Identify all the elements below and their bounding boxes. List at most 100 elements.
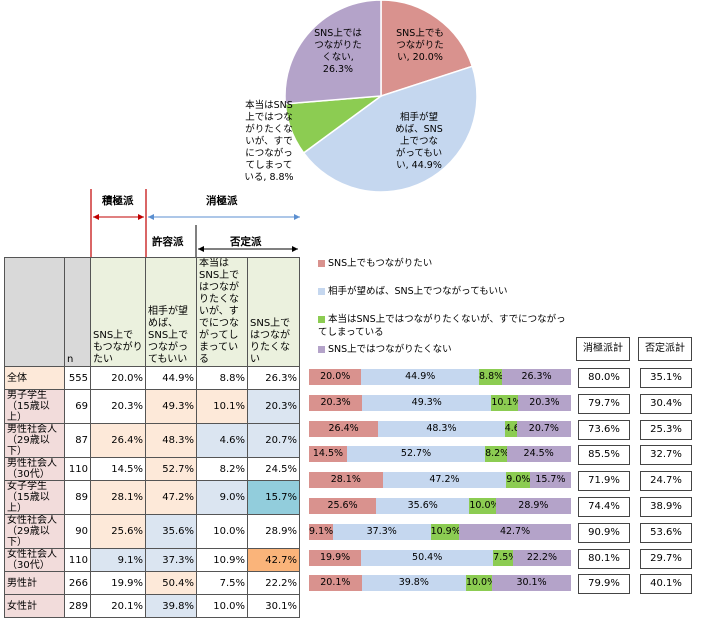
bar-segment: 30.1% — [492, 575, 571, 592]
bar-segment: 28.1% — [309, 472, 383, 489]
header-col1: SNS上でもつながりたい — [90, 257, 146, 367]
table-row: 全体 555 20.0% 44.9% 8.8% 26.3% — [4, 366, 300, 390]
summary-header-hitei: 否定派計 — [638, 337, 692, 361]
bar-segment: 8.2% — [485, 446, 509, 463]
row-value-2: 39.8% — [145, 594, 197, 618]
header-n: n — [64, 257, 91, 367]
bar-segment: 20.7% — [516, 420, 571, 437]
summary-header-shokyoku: 消極派計 — [576, 337, 630, 361]
bar-segment: 47.2% — [382, 472, 507, 489]
row-value-3: 10.0% — [196, 514, 248, 549]
row-value-1: 26.4% — [90, 423, 146, 458]
summary-hitei-value: 40.1% — [640, 574, 692, 595]
row-n: 555 — [64, 366, 91, 390]
row-value-3: 10.0% — [196, 594, 248, 618]
group-hitei: 否定派 — [230, 236, 262, 248]
row-n: 90 — [64, 514, 91, 549]
row-value-3: 9.0% — [196, 480, 248, 515]
group-brackets — [90, 189, 300, 257]
bar-segment: 10.0% — [465, 575, 496, 592]
row-value-3: 10.9% — [196, 548, 248, 572]
row-n: 289 — [64, 594, 91, 618]
row-value-2: 35.6% — [145, 514, 197, 549]
data-table: n SNS上でもつながりたい 相手が望めば、SNS上でつながってもいい 本当はS… — [4, 257, 300, 618]
table-row: 男性計 266 19.9% 50.4% 7.5% 22.2% — [4, 571, 300, 595]
summary-shokyoku-value: 79.9% — [578, 574, 630, 595]
summary-hitei-value: 32.7% — [640, 445, 692, 466]
legend-item-1: SNS上でもつながりたい — [318, 257, 432, 270]
bar-segment: 52.7% — [346, 446, 486, 463]
row-value-1: 28.1% — [90, 480, 146, 515]
row-value-1: 19.9% — [90, 571, 146, 595]
table-row: 女性社会人（29歳以下） 90 25.6% 35.6% 10.0% 28.9% — [4, 514, 300, 549]
summary-hitei-value: 30.4% — [640, 393, 692, 414]
row-n: 110 — [64, 457, 91, 481]
row-n: 89 — [64, 480, 91, 515]
bar-segment: 20.3% — [309, 394, 363, 411]
row-value-1: 20.0% — [90, 366, 146, 390]
bar-segment: 20.1% — [309, 575, 362, 592]
bar-segment: 44.9% — [361, 369, 480, 385]
summary-hitei-value: 25.3% — [640, 419, 692, 440]
row-value-3: 8.2% — [196, 457, 248, 481]
pie-chart — [284, 0, 478, 193]
pie-label-3: 本当はSNS 上ではつな がりたくな いが、すで につながっ てしまって いる,… — [244, 100, 294, 183]
row-value-4: 28.9% — [247, 514, 300, 549]
row-value-4: 15.7% — [247, 480, 300, 515]
legend-item-2: 相手が望めば、SNS上でつながってもいい — [318, 285, 508, 298]
pie-slice-4 — [284, 0, 382, 105]
bar-segment: 26.4% — [309, 420, 379, 437]
row-category: 女性社会人（30代） — [4, 548, 65, 572]
bar-segment: 14.5% — [309, 446, 347, 463]
row-value-2: 47.2% — [145, 480, 197, 515]
row-n: 69 — [64, 389, 91, 424]
pie-slice-1 — [380, 0, 474, 98]
bar-segment: 7.5% — [493, 549, 517, 566]
row-value-1: 9.1% — [90, 548, 146, 572]
table-row: 男子学生（15歳以上） 69 20.3% 49.3% 10.1% 20.3% — [4, 389, 300, 424]
row-category: 男子学生（15歳以上） — [4, 389, 65, 424]
group-kyoyo: 許容派 — [152, 236, 184, 248]
header-col4: SNS上ではつながりたくない — [247, 257, 300, 367]
bar-segment: 37.3% — [332, 523, 431, 540]
summary-shokyoku-value: 85.5% — [578, 445, 630, 466]
row-value-4: 20.3% — [247, 389, 300, 424]
summary-shokyoku-value: 80.0% — [578, 368, 630, 388]
pie-slice-2 — [302, 65, 478, 193]
pie-label-4: SNS上では つながりた くない, 26.3% — [314, 28, 362, 75]
summary-hitei-value: 35.1% — [640, 368, 692, 388]
row-value-4: 20.7% — [247, 423, 300, 458]
summary-hitei-value: 53.6% — [640, 522, 692, 543]
row-value-1: 20.3% — [90, 389, 146, 424]
table-row: 男性社会人（30代） 110 14.5% 52.7% 8.2% 24.5% — [4, 457, 300, 481]
row-n: 110 — [64, 548, 91, 572]
summary-hitei-value: 38.9% — [640, 497, 692, 517]
summary-shokyoku-value: 71.9% — [578, 471, 630, 492]
row-category: 女性社会人（29歳以下） — [4, 514, 65, 549]
row-value-3: 8.8% — [196, 366, 248, 390]
bar-segment: 24.5% — [506, 446, 571, 463]
group-sekkyoku: 積極派 — [102, 195, 134, 207]
bar-segment: 35.6% — [376, 498, 470, 514]
row-value-2: 49.3% — [145, 389, 197, 424]
row-value-4: 30.1% — [247, 594, 300, 618]
table-header-row: n SNS上でもつながりたい 相手が望めば、SNS上でつながってもいい 本当はS… — [4, 257, 300, 367]
row-value-4: 22.2% — [247, 571, 300, 595]
bar-segment: 26.3% — [502, 369, 571, 385]
bar-segment: 22.2% — [512, 549, 571, 566]
row-value-1: 14.5% — [90, 457, 146, 481]
row-value-4: 42.7% — [247, 548, 300, 572]
legend-item-4: SNS上ではつながりたくない — [318, 343, 452, 356]
table-row: 女子学生（15歳以上） 89 28.1% 47.2% 9.0% 15.7% — [4, 480, 300, 515]
bar-segment: 10.9% — [430, 523, 461, 540]
row-value-2: 37.3% — [145, 548, 197, 572]
bar-segment: 28.9% — [495, 498, 572, 514]
bar-segment: 4.6% — [504, 420, 529, 437]
row-category: 女性計 — [4, 594, 65, 618]
header-cat — [4, 257, 65, 367]
row-category: 女子学生（15歳以上） — [4, 480, 65, 515]
row-value-1: 20.1% — [90, 594, 146, 618]
row-value-3: 10.1% — [196, 389, 248, 424]
row-value-4: 24.5% — [247, 457, 300, 481]
bar-segment: 9.1% — [309, 523, 333, 540]
